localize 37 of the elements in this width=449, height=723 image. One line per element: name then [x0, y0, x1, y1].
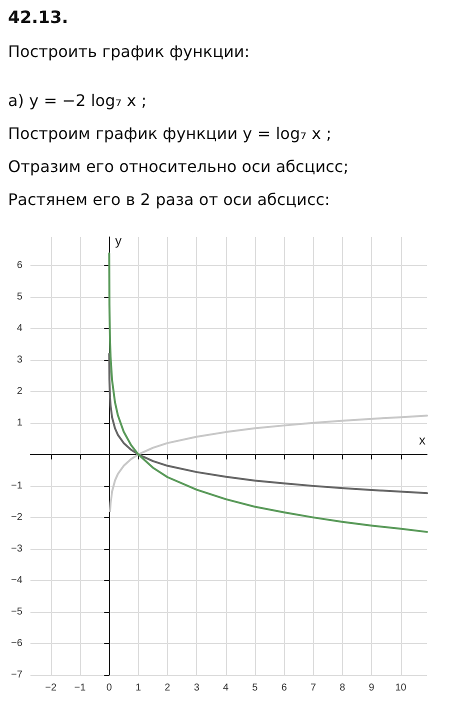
x-tick-label: 3: [194, 682, 200, 694]
chart-title: 42.13.: [8, 8, 70, 28]
y-tick-label: 5: [16, 291, 23, 302]
x-tick-label: 4: [223, 682, 230, 694]
x-tick-label: −2: [45, 682, 57, 694]
y-tick-label: 3: [16, 354, 23, 366]
y-axis-title: y: [115, 233, 122, 248]
chart-subtitle: Построить график функции:: [8, 42, 251, 61]
x-tick-label: 1: [136, 682, 142, 694]
y-tick-label: 1: [16, 417, 23, 428]
x-tick-label: −1: [74, 682, 86, 694]
x-tick-label: 8: [340, 682, 346, 694]
x-tick-label: 7: [310, 682, 316, 694]
y-tick-label: −7: [10, 670, 23, 680]
y-tick-label: −6: [10, 638, 23, 649]
x-tick-label: 2: [164, 682, 171, 694]
line-series: [108, 352, 428, 494]
y-tick-label: 4: [16, 322, 23, 334]
y-tick-label: 2: [16, 386, 23, 397]
x-tick-label: 9: [368, 682, 375, 694]
y-tick-label: −5: [10, 606, 23, 618]
x-tick-label: 5: [252, 682, 258, 694]
x-tick-label: 10: [395, 682, 407, 694]
y-tick-label: −4: [10, 574, 23, 586]
text: а) y = −2 log₇ x ;: [8, 91, 148, 110]
text: Отразим его относительно оси абсцисс;: [8, 157, 350, 176]
x-tick-label: 0: [106, 682, 112, 694]
text: Построим график функции y = log₇ x ;: [8, 124, 333, 143]
y-tick-label: −2: [10, 512, 23, 523]
line-series: [109, 414, 428, 512]
y-tick-label: 6: [16, 260, 23, 271]
y-tick-label: −3: [10, 543, 23, 554]
x-tick-label: 6: [281, 682, 288, 694]
x-axis-title: x: [419, 432, 426, 448]
line-series: [108, 252, 428, 533]
y-tick-label: −1: [10, 480, 23, 492]
text: Растянем его в 2 раза от оси абсцисс:: [8, 190, 331, 209]
